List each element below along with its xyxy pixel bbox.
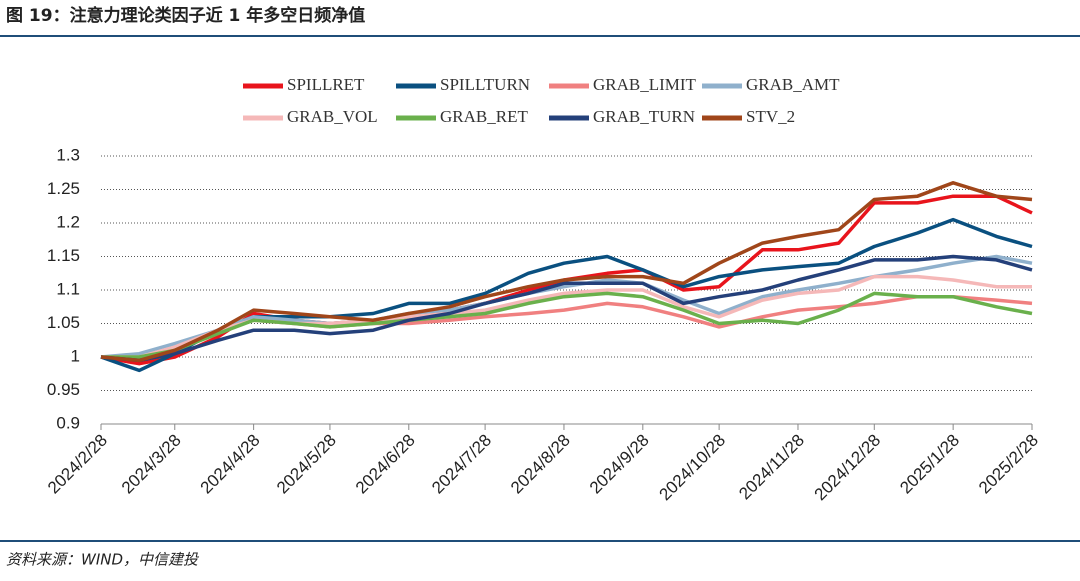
- legend-label: GRAB_VOL: [287, 107, 378, 126]
- legend-label: SPILLTURN: [440, 75, 530, 94]
- series-line: [100, 181, 1033, 363]
- legend-label: GRAB_LIMIT: [593, 75, 697, 94]
- x-tick-label: 2024/4/28: [197, 431, 264, 498]
- x-tick-label: 2025/2/28: [975, 431, 1042, 498]
- x-tick-label: 2024/12/28: [811, 431, 885, 505]
- x-tick-label: 2024/10/28: [656, 431, 730, 505]
- x-tick-label: 2025/1/28: [896, 431, 963, 498]
- series-line: [100, 254, 1033, 363]
- source: 资料来源：WIND，中信建投: [6, 551, 200, 569]
- legend-label: SPILLRET: [287, 75, 365, 94]
- y-tick-label: 1.2: [56, 212, 80, 231]
- x-tick-label: 2024/11/28: [735, 431, 808, 504]
- series-line: [100, 254, 1033, 359]
- y-tick-label: 1.15: [47, 246, 80, 265]
- y-tick-label: 1.1: [56, 279, 80, 298]
- x-tick-label: 2024/3/28: [118, 431, 185, 498]
- y-tick-label: 1.05: [47, 313, 80, 332]
- x-tick-label: 2024/8/28: [507, 431, 574, 498]
- series-line: [101, 291, 1033, 359]
- legend-label: GRAB_AMT: [746, 75, 840, 94]
- y-tick-label: 1: [71, 346, 80, 365]
- x-tick-label: 2024/5/28: [273, 431, 340, 498]
- legend-label: STV_2: [746, 107, 795, 126]
- chart-title: 图 19：注意力理论类因子近 1 年多空日频净值: [6, 5, 365, 26]
- x-tick-label: 2024/6/28: [352, 431, 419, 498]
- x-tick-label: 2024/7/28: [428, 431, 495, 498]
- legend-label: GRAB_RET: [440, 107, 528, 126]
- x-tick-label: 2024/2/28: [44, 431, 111, 498]
- y-tick-label: 1.3: [56, 145, 80, 164]
- legend-label: GRAB_TURN: [593, 107, 695, 126]
- y-tick-label: 0.95: [47, 380, 80, 399]
- x-tick-label: 2024/9/28: [586, 431, 653, 498]
- y-tick-label: 1.25: [47, 179, 80, 198]
- y-tick-label: 0.9: [56, 413, 80, 432]
